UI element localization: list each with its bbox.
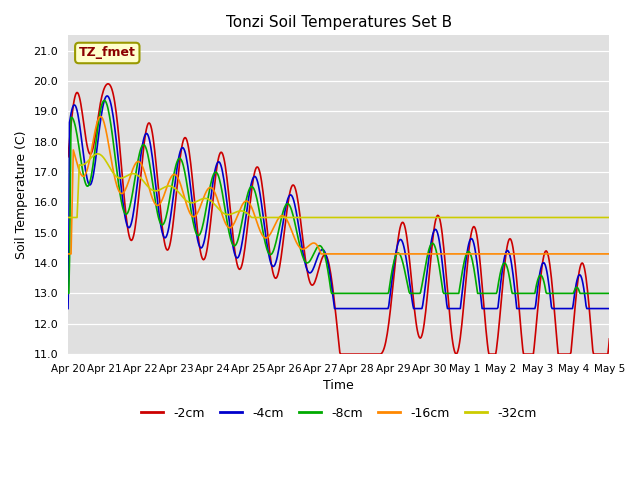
X-axis label: Time: Time	[323, 379, 354, 392]
Title: Tonzi Soil Temperatures Set B: Tonzi Soil Temperatures Set B	[226, 15, 452, 30]
Y-axis label: Soil Temperature (C): Soil Temperature (C)	[15, 131, 28, 259]
Text: TZ_fmet: TZ_fmet	[79, 47, 136, 60]
Legend: -2cm, -4cm, -8cm, -16cm, -32cm: -2cm, -4cm, -8cm, -16cm, -32cm	[136, 402, 541, 425]
